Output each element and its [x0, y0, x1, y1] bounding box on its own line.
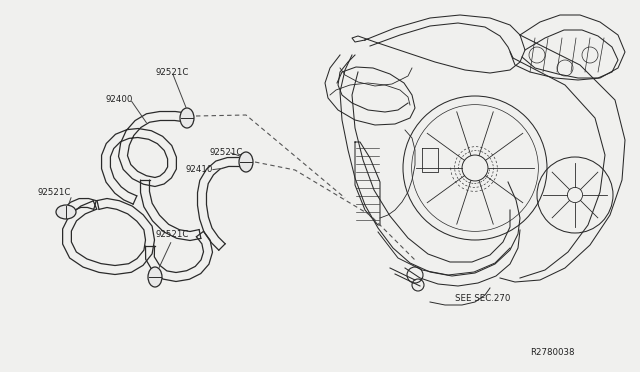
- Text: 92521C: 92521C: [155, 68, 188, 77]
- Ellipse shape: [239, 152, 253, 172]
- Text: SEE SEC.270: SEE SEC.270: [455, 294, 510, 303]
- Text: 92410: 92410: [185, 165, 212, 174]
- Ellipse shape: [56, 205, 76, 219]
- Text: R2780038: R2780038: [530, 348, 575, 357]
- Text: 92400: 92400: [106, 95, 133, 104]
- Ellipse shape: [148, 267, 162, 287]
- Text: 92521C: 92521C: [155, 230, 188, 239]
- Text: 92521C: 92521C: [210, 148, 243, 157]
- Text: 92521C: 92521C: [38, 188, 72, 197]
- Ellipse shape: [180, 108, 194, 128]
